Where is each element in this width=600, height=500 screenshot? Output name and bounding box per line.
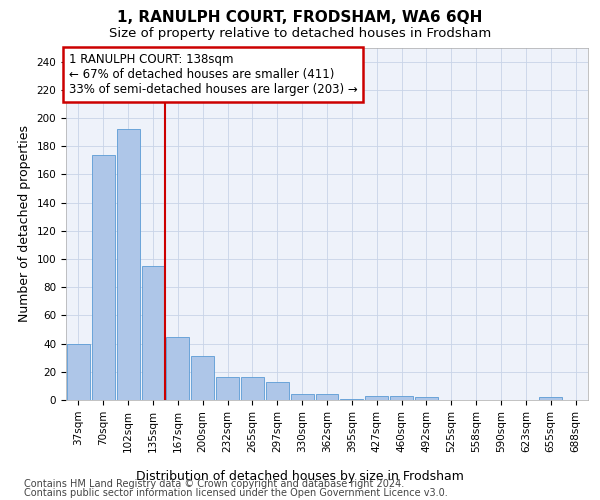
Bar bbox=[166, 336, 189, 400]
Bar bbox=[415, 397, 438, 400]
Bar bbox=[340, 398, 363, 400]
Text: Contains HM Land Registry data © Crown copyright and database right 2024.: Contains HM Land Registry data © Crown c… bbox=[24, 479, 404, 489]
Bar bbox=[316, 394, 338, 400]
Bar bbox=[92, 154, 115, 400]
Bar bbox=[291, 394, 314, 400]
Bar bbox=[390, 396, 413, 400]
Text: 1, RANULPH COURT, FRODSHAM, WA6 6QH: 1, RANULPH COURT, FRODSHAM, WA6 6QH bbox=[118, 10, 482, 25]
Bar bbox=[266, 382, 289, 400]
Text: Distribution of detached houses by size in Frodsham: Distribution of detached houses by size … bbox=[136, 470, 464, 483]
Bar bbox=[191, 356, 214, 400]
Bar bbox=[142, 266, 164, 400]
Bar bbox=[67, 344, 90, 400]
Text: Contains public sector information licensed under the Open Government Licence v3: Contains public sector information licen… bbox=[24, 488, 448, 498]
Bar bbox=[365, 396, 388, 400]
Bar bbox=[539, 397, 562, 400]
Y-axis label: Number of detached properties: Number of detached properties bbox=[18, 125, 31, 322]
Bar bbox=[117, 130, 140, 400]
Text: Size of property relative to detached houses in Frodsham: Size of property relative to detached ho… bbox=[109, 28, 491, 40]
Bar bbox=[216, 378, 239, 400]
Text: 1 RANULPH COURT: 138sqm
← 67% of detached houses are smaller (411)
33% of semi-d: 1 RANULPH COURT: 138sqm ← 67% of detache… bbox=[68, 53, 358, 96]
Bar bbox=[241, 378, 264, 400]
